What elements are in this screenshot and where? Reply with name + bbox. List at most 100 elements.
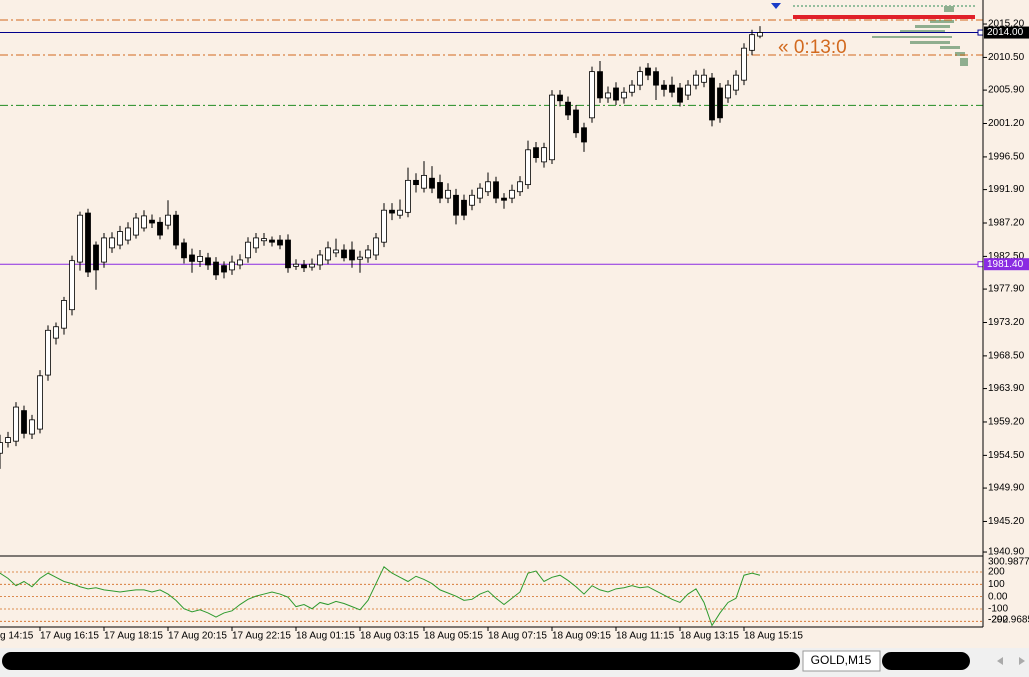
- tab[interactable]: [802, 650, 881, 672]
- x-tick-label: 18 Aug 09:15: [552, 631, 611, 642]
- candle-body: [485, 181, 491, 193]
- x-tick-label: 17 Aug 22:15: [232, 631, 291, 642]
- level-handle: [977, 261, 983, 268]
- y-tick-label: 1940.90: [988, 547, 1025, 558]
- candle-body: [405, 179, 411, 213]
- candle-body: [717, 87, 723, 119]
- candle-body: [205, 257, 211, 266]
- candle-body: [525, 149, 531, 186]
- candle-body: [661, 84, 667, 90]
- candle-body: [437, 182, 443, 199]
- candle-body: [293, 263, 299, 267]
- candle-body: [237, 259, 243, 266]
- y-tick-label: 1996.50: [988, 152, 1025, 163]
- x-tick-label: 18 Aug 11:15: [616, 631, 675, 642]
- y-tick-label: 1991.90: [988, 184, 1025, 195]
- candle-body: [605, 92, 611, 99]
- candle-body: [0, 442, 3, 454]
- candle-body: [221, 265, 227, 273]
- x-tick-label: 18 Aug 03:15: [360, 631, 419, 642]
- tab-hidden[interactable]: [2, 652, 800, 670]
- candle-body: [517, 181, 523, 193]
- candle-body: [189, 254, 195, 262]
- candle-body: [53, 326, 59, 339]
- candle-body: [709, 77, 715, 121]
- x-tick-label: 18 Aug 01:15: [296, 631, 355, 642]
- candle-body: [229, 261, 235, 271]
- y-tick-label: 1959.20: [988, 417, 1025, 428]
- candle-body: [533, 147, 539, 159]
- y-tick-label: 1954.50: [988, 450, 1025, 461]
- candle-body: [549, 94, 555, 161]
- candle-body: [413, 179, 419, 186]
- tab-hidden[interactable]: [882, 652, 970, 670]
- candle-body: [669, 84, 675, 93]
- y-tick-label: 0.00: [988, 591, 1008, 602]
- y-tick-label: 1949.90: [988, 483, 1025, 494]
- candle-body: [693, 74, 699, 86]
- tab-label[interactable]: GOLD,M15: [811, 653, 872, 667]
- candle-body: [741, 47, 747, 81]
- y-tick-label: 2015.20: [988, 19, 1025, 30]
- y-tick-label: -292.9685: [988, 615, 1029, 626]
- candle-body: [277, 239, 283, 246]
- candle-body: [157, 221, 163, 236]
- candle-body: [493, 181, 499, 199]
- y-tick-label: 2010.50: [988, 52, 1025, 63]
- level-handle: [977, 29, 983, 36]
- candle-body: [677, 87, 683, 103]
- candle-body: [93, 244, 99, 271]
- candle-body: [317, 254, 323, 266]
- level-label-box: [984, 258, 1029, 271]
- candle-body: [725, 84, 731, 99]
- candle-body: [213, 261, 219, 276]
- candle-body: [341, 249, 347, 259]
- y-tick-label: 1968.50: [988, 351, 1025, 362]
- candle-body: [453, 194, 459, 216]
- y-tick-label: -100: [988, 604, 1008, 615]
- candle-body: [77, 214, 83, 263]
- x-tick-label: 17 Aug 16:15: [40, 631, 99, 642]
- y-tick-label: 1977.90: [988, 284, 1025, 295]
- candle-body: [197, 255, 203, 262]
- candle-body: [629, 84, 635, 93]
- candle-body: [5, 437, 11, 443]
- candle-body: [565, 101, 571, 116]
- countdown: « 0:13:0: [778, 37, 847, 58]
- candle-body: [613, 87, 619, 101]
- candle-body: [637, 71, 643, 86]
- candle-body: [285, 239, 291, 269]
- candle-body: [573, 109, 579, 134]
- y-tick-label: 1973.20: [988, 317, 1025, 328]
- x-tick-label: 18 Aug 13:15: [680, 631, 739, 642]
- candle-body: [357, 256, 363, 260]
- candle-body: [373, 237, 379, 256]
- y-tick-label: 200: [988, 567, 1005, 578]
- x-tick-label: 17 Aug 20:15: [168, 631, 227, 642]
- marker: [771, 3, 781, 9]
- candle-body: [117, 231, 123, 246]
- scroll-right[interactable]: [1019, 657, 1025, 665]
- candle-body: [469, 194, 475, 206]
- volume-profile: [872, 6, 968, 66]
- y-tick-label: -200: [988, 615, 1008, 626]
- candle-body: [69, 260, 75, 311]
- candle-body: [429, 177, 435, 189]
- x-tick-label: 17 Aug 18:15: [104, 631, 163, 642]
- scroll-left[interactable]: [997, 657, 1003, 665]
- candle-body: [701, 74, 707, 83]
- axes: 2015.20 2010.50 2005.90 2001.20 1996.50 1991.…: [0, 19, 1029, 642]
- level-label-box: [984, 26, 1029, 39]
- candle-body: [13, 406, 19, 442]
- candle-body: [21, 410, 27, 434]
- candle-body: [61, 300, 67, 329]
- candle-body: [37, 375, 43, 430]
- candle-body: [621, 91, 627, 99]
- y-tick-label: 1987.20: [988, 218, 1025, 229]
- candle-body: [365, 249, 371, 259]
- candle-body: [597, 71, 603, 99]
- candle-body: [501, 197, 507, 201]
- candle-body: [461, 199, 467, 216]
- candle-body: [477, 187, 483, 199]
